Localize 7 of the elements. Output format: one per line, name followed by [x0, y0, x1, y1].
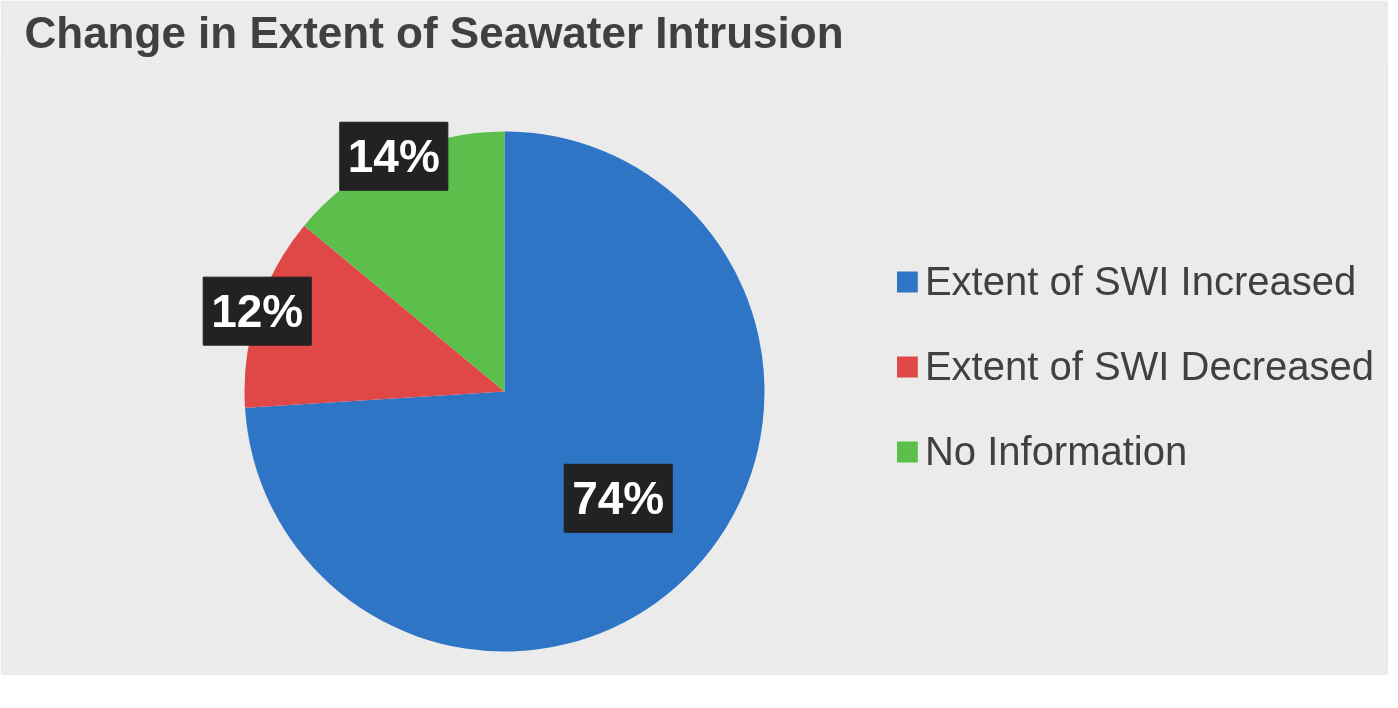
legend-label: Extent of SWI Decreased [924, 343, 1374, 389]
chart-title: Change in Extent of Seawater Intrusion [24, 7, 844, 57]
data-label: 74% [572, 472, 665, 525]
data-label: 14% [347, 130, 440, 183]
data-label: 12% [211, 285, 304, 338]
legend-label: Extent of SWI Increased [924, 258, 1357, 304]
legend-label: No Information [924, 428, 1188, 474]
